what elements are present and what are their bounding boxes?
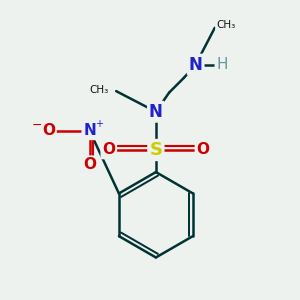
Text: N: N	[149, 103, 163, 121]
Text: O: O	[196, 142, 209, 158]
Text: H: H	[216, 57, 228, 72]
Text: +: +	[95, 119, 104, 129]
Text: S: S	[149, 141, 162, 159]
Text: O: O	[83, 157, 96, 172]
Text: N: N	[189, 56, 202, 74]
Text: −: −	[32, 118, 43, 131]
Text: N: N	[83, 123, 96, 138]
Text: CH₃: CH₃	[216, 20, 236, 30]
Text: O: O	[102, 142, 115, 158]
Text: CH₃: CH₃	[89, 85, 109, 94]
Text: O: O	[42, 123, 55, 138]
